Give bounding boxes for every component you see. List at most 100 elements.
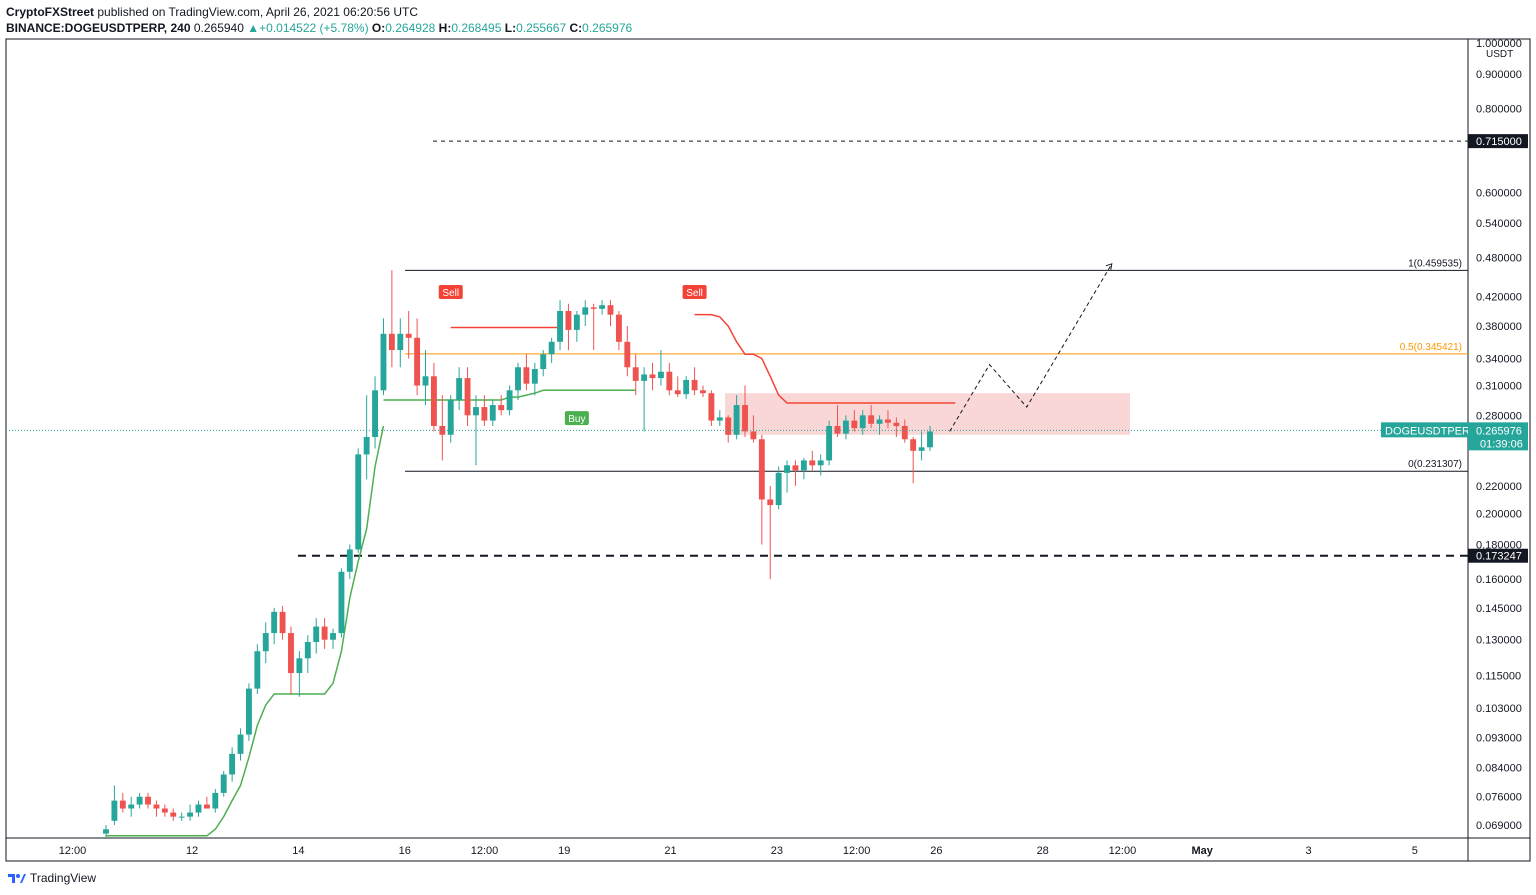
candle-body bbox=[876, 419, 883, 424]
y-unit-label: USDT bbox=[1486, 49, 1513, 60]
sell-signal-badge bbox=[682, 285, 707, 300]
candle-body bbox=[414, 337, 421, 386]
sell-signal-badge bbox=[438, 285, 463, 300]
price-change: +0.014522 (+5.78%) bbox=[259, 21, 369, 35]
candle-body bbox=[573, 314, 580, 330]
candle-body bbox=[145, 796, 151, 805]
x-tick-label: 26 bbox=[930, 845, 942, 857]
x-tick-label: 14 bbox=[292, 845, 304, 857]
candle-body bbox=[187, 812, 194, 817]
high-value: 0.268495 bbox=[451, 21, 502, 35]
candle-body bbox=[229, 753, 236, 775]
candle-body bbox=[582, 307, 589, 315]
close-label: C: bbox=[569, 21, 583, 35]
symbol-tag bbox=[1381, 422, 1468, 438]
candle-body bbox=[119, 800, 126, 809]
y-tick-label: 0.093000 bbox=[1476, 733, 1522, 745]
candle-body bbox=[826, 425, 833, 461]
candle-body bbox=[111, 800, 118, 821]
candle-body bbox=[851, 420, 858, 429]
candle-body bbox=[859, 415, 866, 429]
candle-body bbox=[254, 651, 261, 689]
x-tick-label: May bbox=[1191, 845, 1213, 857]
candle-body bbox=[153, 804, 160, 809]
candle-body bbox=[557, 311, 563, 342]
candle-body bbox=[674, 390, 681, 395]
candle-body bbox=[927, 431, 933, 448]
y-tick-label: 0.540000 bbox=[1476, 218, 1522, 230]
candle-body bbox=[481, 407, 488, 421]
candle-body bbox=[632, 367, 639, 381]
candle-body bbox=[372, 390, 379, 437]
candle-body bbox=[733, 405, 740, 435]
x-tick-label: 12:00 bbox=[471, 845, 499, 857]
level-label: 0(0.231307) bbox=[1408, 459, 1462, 470]
projection-path bbox=[949, 263, 1113, 432]
candle-body bbox=[910, 439, 917, 451]
ohlc-line: BINANCE:DOGEUSDTPERP, 240 0.265940 ▲+0.0… bbox=[6, 20, 632, 36]
candle-body bbox=[473, 407, 479, 416]
current-price-tag bbox=[1468, 422, 1528, 451]
y-tick-label: 0.340000 bbox=[1476, 354, 1522, 366]
candle-body bbox=[842, 420, 849, 434]
y-tick-label: 1.000000 bbox=[1476, 38, 1522, 50]
candle-body bbox=[262, 633, 269, 652]
x-tick-label: 12:00 bbox=[59, 845, 87, 857]
candle-body bbox=[178, 816, 185, 818]
y-tick-label: 0.180000 bbox=[1476, 540, 1522, 552]
candle-body bbox=[346, 549, 353, 572]
publisher-name[interactable]: CryptoFXStreet bbox=[6, 5, 95, 19]
candle-body bbox=[649, 374, 656, 379]
candle-body bbox=[321, 626, 328, 640]
published-text: published on TradingView.com, April 26, … bbox=[97, 5, 419, 19]
y-tick-label: 0.900000 bbox=[1476, 69, 1522, 81]
y-tick-label: 0.115000 bbox=[1476, 671, 1521, 683]
candle-body bbox=[708, 393, 715, 421]
candle-body bbox=[296, 658, 303, 674]
tradingview-logo-icon bbox=[8, 874, 26, 883]
x-tick-label: 3 bbox=[1305, 845, 1311, 857]
candle-body bbox=[775, 472, 782, 506]
candle-body bbox=[624, 341, 631, 368]
y-tick-label: 0.084000 bbox=[1476, 762, 1522, 774]
candle-body bbox=[809, 460, 816, 466]
signal-label: Sell bbox=[442, 288, 459, 299]
x-tick-label: 12:00 bbox=[1109, 845, 1137, 857]
y-tick-label: 0.160000 bbox=[1476, 574, 1522, 586]
candle-body bbox=[767, 499, 774, 506]
candle-body bbox=[220, 774, 227, 793]
countdown-text: 01:39:06 bbox=[1480, 438, 1523, 450]
candle-body bbox=[683, 379, 690, 395]
candle-body bbox=[540, 354, 547, 370]
tradingview-brand[interactable]: TradingView bbox=[30, 871, 97, 885]
candle-body bbox=[422, 376, 429, 386]
y-tick-label: 0.103000 bbox=[1476, 703, 1522, 715]
symbol-tag-text: DOGEUSDTPERP bbox=[1385, 425, 1477, 437]
candle-body bbox=[615, 314, 622, 342]
candle-body bbox=[506, 390, 513, 411]
chart-header: CryptoFXStreet published on TradingView.… bbox=[6, 4, 632, 36]
candle-body bbox=[901, 425, 908, 440]
candle-body bbox=[203, 804, 210, 809]
candle-body bbox=[397, 333, 404, 351]
candle-body bbox=[548, 341, 555, 355]
candle-body bbox=[338, 571, 345, 634]
candle-body bbox=[161, 808, 168, 813]
candle-body bbox=[279, 611, 286, 634]
candle-body bbox=[103, 829, 109, 834]
x-tick-label: 12:00 bbox=[843, 845, 871, 857]
x-tick-label: 12 bbox=[186, 845, 198, 857]
low-label: L: bbox=[504, 21, 517, 35]
signal-label: Sell bbox=[686, 288, 703, 299]
candle-body bbox=[590, 307, 597, 309]
candle-body bbox=[355, 454, 362, 550]
y-tick-label: 0.420000 bbox=[1476, 292, 1522, 304]
footer: TradingView bbox=[8, 871, 96, 885]
current-price-text: 0.265976 bbox=[1476, 425, 1522, 437]
open-label: O: bbox=[371, 21, 386, 35]
x-tick-label: 16 bbox=[399, 845, 411, 857]
y-tick-label: 0.480000 bbox=[1476, 253, 1522, 265]
symbol-label[interactable]: BINANCE:DOGEUSDTPERP, 240 bbox=[6, 21, 191, 35]
candle-body bbox=[742, 405, 748, 432]
